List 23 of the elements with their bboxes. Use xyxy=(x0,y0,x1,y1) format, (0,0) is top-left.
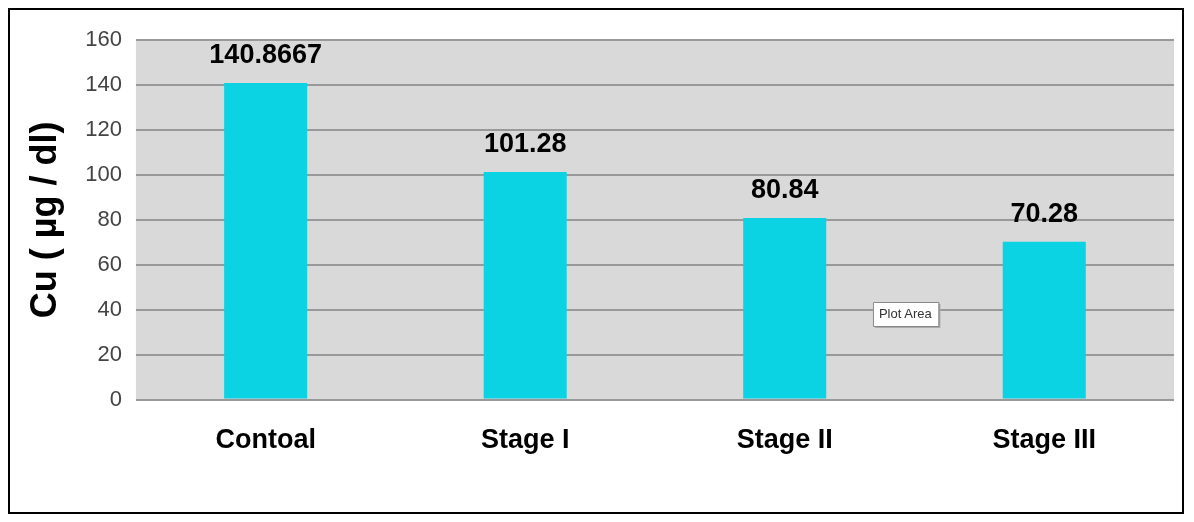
y-tick-label: 20 xyxy=(97,340,122,366)
bar xyxy=(224,83,308,399)
data-label: 80.84 xyxy=(750,173,819,204)
y-tick-label: 60 xyxy=(97,250,122,276)
bar xyxy=(743,217,827,399)
y-tick-label: 140 xyxy=(85,71,122,97)
data-label: 140.8667 xyxy=(209,38,322,69)
x-tick-label: Contoal xyxy=(215,424,316,455)
y-tick-label: 100 xyxy=(85,160,122,186)
data-label: 101.28 xyxy=(483,127,567,158)
bar xyxy=(1002,241,1086,399)
annotation: Plot Area xyxy=(878,305,933,321)
y-tick-label: 0 xyxy=(109,385,122,411)
x-tick-label: Stage II xyxy=(736,424,833,455)
y-tick-label: 160 xyxy=(85,26,122,52)
y-tick-label: 80 xyxy=(97,205,122,231)
x-tick-label: Stage I xyxy=(480,424,570,455)
y-axis-title: Cu ( µg / dl) xyxy=(22,121,64,319)
x-tick-label: Stage III xyxy=(992,424,1096,455)
y-tick-label: 40 xyxy=(97,295,122,321)
y-tick-label: 120 xyxy=(85,115,122,141)
data-label: 70.28 xyxy=(1010,197,1079,228)
bar xyxy=(483,171,567,399)
